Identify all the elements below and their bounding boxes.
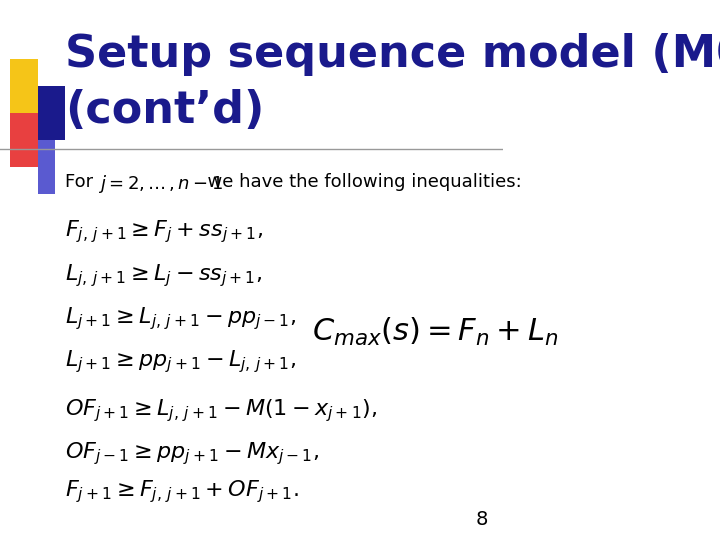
Text: $C_{max}(s) = F_n + L_n$: $C_{max}(s) = F_n + L_n$ <box>312 316 558 348</box>
FancyBboxPatch shape <box>37 140 55 194</box>
Text: $F_{j+1} \geq F_{j,\,j+1} + OF_{j+1}.$: $F_{j+1} \geq F_{j,\,j+1} + OF_{j+1}.$ <box>66 478 300 505</box>
FancyBboxPatch shape <box>37 86 66 140</box>
Text: $OF_{j-1} \geq pp_{j+1} - Mx_{j-1},$: $OF_{j-1} \geq pp_{j+1} - Mx_{j-1},$ <box>66 440 320 467</box>
Text: 8: 8 <box>475 510 488 529</box>
FancyBboxPatch shape <box>10 59 37 113</box>
Text: we have the following inequalities:: we have the following inequalities: <box>196 173 522 191</box>
Text: (cont’d): (cont’d) <box>66 89 265 132</box>
FancyBboxPatch shape <box>10 113 37 167</box>
Text: $L_{j,\,j+1} \geq L_j - ss_{j+1},$: $L_{j,\,j+1} \geq L_j - ss_{j+1},$ <box>66 262 263 289</box>
Text: $L_{j+1} \geq pp_{j+1} - L_{j,\,j+1},$: $L_{j+1} \geq pp_{j+1} - L_{j,\,j+1},$ <box>66 348 297 375</box>
Text: $j = 2, \ldots\, , n-1$: $j = 2, \ldots\, , n-1$ <box>98 173 223 195</box>
Text: $L_{j+1} \geq L_{j,\,j+1} - pp_{j-1},$: $L_{j+1} \geq L_{j,\,j+1} - pp_{j-1},$ <box>66 305 297 332</box>
Text: $F_{j,\,j+1} \geq F_j + ss_{j+1},$: $F_{j,\,j+1} \geq F_j + ss_{j+1},$ <box>66 219 264 246</box>
Text: Setup sequence model (M0): Setup sequence model (M0) <box>66 32 720 76</box>
Text: $OF_{j+1} \geq L_{j,\,j+1} - M(1 - x_{j+1}),$: $OF_{j+1} \geq L_{j,\,j+1} - M(1 - x_{j+… <box>66 397 377 424</box>
Text: For: For <box>66 173 105 191</box>
